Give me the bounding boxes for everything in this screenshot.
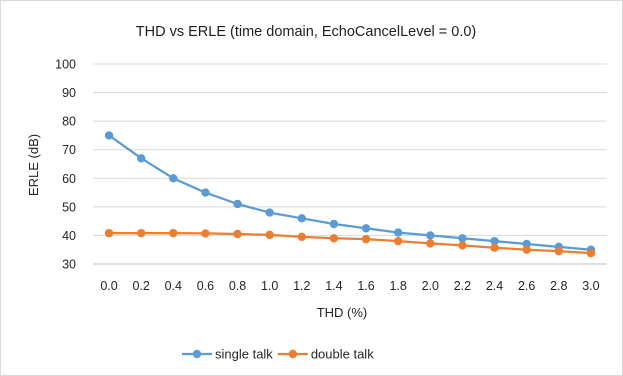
data-point — [104, 131, 114, 140]
legend-item: double talk — [277, 347, 374, 362]
data-point — [136, 154, 146, 163]
legend: single talk double talk — [182, 347, 374, 362]
data-point — [233, 229, 242, 239]
y-tick-label: 80 — [62, 115, 76, 129]
x-tick-label: 2.0 — [422, 279, 439, 293]
data-point — [586, 248, 596, 258]
x-tick-label: 1.8 — [389, 279, 406, 293]
x-tick-label: 0.2 — [132, 279, 149, 293]
data-point — [522, 245, 531, 254]
series-line — [109, 231, 591, 255]
series-double-talk — [104, 228, 596, 258]
legend-item: single talk — [182, 347, 273, 362]
data-point — [361, 224, 371, 233]
data-point — [201, 188, 210, 197]
data-point — [490, 236, 499, 246]
y-axis-ticks: 30 40 50 60 70 80 90 100 — [55, 58, 76, 272]
y-tick-label: 70 — [62, 143, 76, 157]
data-point — [458, 234, 467, 243]
data-point — [104, 228, 114, 238]
y-tick-label: 90 — [62, 86, 76, 100]
x-tick-label: 1.4 — [325, 279, 342, 293]
data-point — [329, 234, 339, 243]
x-axis-ticks: 0.0 0.2 0.4 0.6 0.8 1.0 1.2 1.4 1.6 1.8 2.0 2.2 2.4 2… — [100, 279, 599, 293]
x-tick-label: 0.0 — [100, 279, 117, 293]
x-tick-label: 2.2 — [454, 279, 471, 293]
gridlines — [93, 63, 607, 265]
x-tick-label: 1.2 — [293, 279, 310, 293]
legend-label: single talk — [215, 347, 273, 362]
y-tick-label: 40 — [62, 229, 76, 243]
chart-title: THD vs ERLE (time domain, EchoCancelLeve… — [136, 24, 477, 40]
y-tick-label: 60 — [62, 172, 76, 186]
x-tick-label: 2.6 — [518, 279, 535, 293]
legend-marker — [192, 349, 202, 359]
y-tick-label: 100 — [55, 58, 76, 72]
series-line — [108, 134, 591, 251]
x-tick-label: 3.0 — [582, 279, 599, 293]
y-tick-label: 50 — [62, 200, 76, 214]
data-point — [393, 228, 403, 237]
y-tick-label: 30 — [62, 258, 76, 272]
x-tick-label: 1.6 — [357, 279, 374, 293]
data-point — [265, 208, 274, 217]
data-point — [426, 231, 435, 240]
x-tick-label: 0.8 — [229, 279, 246, 293]
data-point — [201, 229, 210, 238]
x-tick-label: 0.4 — [165, 279, 182, 293]
data-point — [169, 174, 178, 183]
data-point — [297, 214, 307, 223]
x-tick-label: 0.6 — [197, 279, 214, 293]
data-point — [233, 199, 242, 209]
data-point — [265, 230, 274, 240]
data-point — [393, 236, 403, 246]
data-point — [297, 232, 307, 242]
x-tick-label: 2.8 — [550, 279, 567, 293]
data-point — [554, 246, 564, 256]
x-tick-label: 1.0 — [261, 279, 278, 293]
y-axis-title: ERLE (dB) — [26, 134, 41, 196]
data-point — [169, 228, 178, 238]
data-point — [361, 234, 371, 244]
x-axis-title: THD (%) — [317, 305, 368, 320]
data-point — [426, 239, 435, 248]
legend-marker — [288, 349, 298, 359]
series-layer — [104, 131, 596, 258]
data-point — [136, 228, 146, 238]
data-point — [490, 243, 499, 252]
x-tick-label: 2.4 — [486, 279, 503, 293]
data-point — [458, 241, 467, 250]
data-point — [329, 219, 339, 229]
legend-label: double talk — [311, 347, 374, 362]
